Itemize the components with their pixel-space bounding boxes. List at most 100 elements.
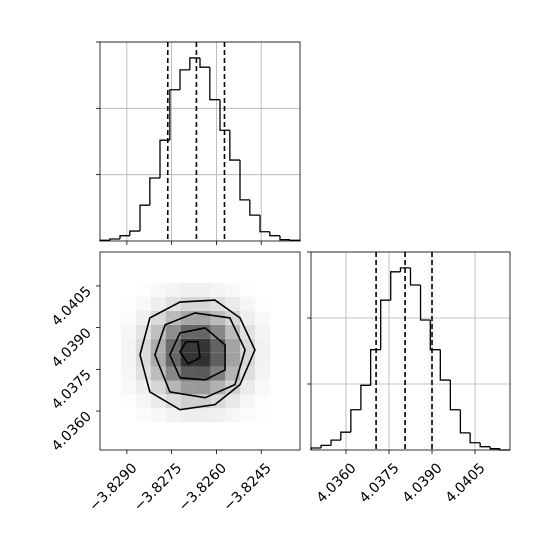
hist-bin — [350, 409, 361, 433]
density-cell — [120, 394, 136, 409]
hist-bin — [269, 231, 280, 237]
hist-bin — [340, 431, 351, 441]
density-cell — [135, 408, 151, 423]
hist-bin — [459, 409, 471, 434]
density-cell — [135, 310, 151, 325]
hist-bin — [469, 432, 481, 444]
hist-bin — [229, 130, 240, 161]
density-cell — [180, 394, 196, 409]
density-cell — [255, 380, 271, 395]
density-cell — [225, 394, 241, 409]
x-tick-label: 4.0375 — [357, 460, 403, 506]
hist-bin — [449, 380, 461, 411]
hist-bin — [179, 69, 190, 90]
density-cell — [120, 310, 136, 325]
density-cell — [255, 310, 271, 325]
hist-bin — [249, 199, 260, 216]
hist-bin — [279, 235, 290, 241]
density-cell — [240, 394, 256, 409]
hist-bin — [139, 204, 150, 232]
hist-bin — [399, 267, 411, 272]
density-cell — [165, 352, 181, 367]
density-cell — [180, 283, 196, 298]
hist-bin — [489, 446, 500, 450]
density-cell — [255, 366, 271, 381]
density-cell — [120, 380, 136, 395]
x-tick-label: −3.8290 — [86, 460, 140, 514]
density-cell — [135, 324, 151, 339]
hist-bin — [320, 444, 332, 449]
density-cell — [120, 366, 136, 381]
hist-bin — [429, 319, 441, 351]
x-tick-label: 4.0390 — [400, 460, 446, 506]
density-cell — [135, 338, 151, 353]
density-cell — [225, 380, 241, 395]
density-cell — [255, 324, 271, 339]
density-cell — [120, 338, 136, 353]
density-cell — [120, 324, 136, 339]
hist-bin — [189, 57, 200, 70]
density-cell — [210, 297, 226, 311]
density-cell — [165, 394, 181, 409]
density-cell — [165, 338, 181, 353]
density-cell — [210, 338, 226, 353]
hist-bin — [369, 349, 381, 386]
density-cell — [225, 352, 241, 367]
y-tick-label: 4.0390 — [49, 325, 95, 371]
density-cell — [195, 283, 211, 298]
density-cell — [165, 283, 181, 298]
density-cell — [150, 352, 166, 367]
x-tick-label: 4.0405 — [443, 460, 489, 506]
hist-bin — [239, 160, 250, 201]
density-cell — [150, 408, 166, 423]
density-cell — [240, 283, 256, 298]
hist-bin — [439, 349, 451, 381]
density-cell — [195, 324, 211, 339]
hist-bin — [360, 384, 371, 410]
hist-bin — [199, 57, 210, 68]
x-tick-label: −3.8260 — [176, 460, 230, 514]
density-cell — [210, 408, 226, 423]
hist-bin — [419, 285, 431, 321]
density-cell — [225, 338, 241, 353]
density-cell — [255, 338, 271, 353]
density-cell — [210, 324, 226, 339]
density-cell — [195, 366, 211, 381]
hist-bin — [129, 230, 140, 236]
density-cell — [165, 408, 181, 423]
density-cell — [210, 283, 226, 298]
y-tick-label: 4.0405 — [49, 283, 95, 329]
x-tick-label: −3.8275 — [131, 460, 185, 514]
density-cell — [135, 366, 151, 381]
density-cell — [120, 352, 136, 367]
density-cell — [180, 380, 196, 395]
axes-frame — [310, 251, 511, 451]
hist-bin — [259, 215, 270, 233]
x-tick-label: 4.0360 — [314, 460, 360, 506]
density-cell — [255, 297, 271, 311]
contour — [168, 327, 226, 381]
contour — [179, 341, 201, 365]
density-cell — [255, 283, 271, 298]
hist-bin — [109, 238, 120, 241]
density-cell — [240, 380, 256, 395]
y-tick-label: 4.0375 — [49, 367, 95, 413]
density-cell — [255, 394, 271, 409]
hist-bin — [409, 267, 421, 286]
hist-bin — [330, 439, 341, 446]
axes-frame — [99, 41, 301, 242]
hist-bin — [149, 177, 160, 206]
density-cell — [225, 324, 241, 339]
axes-frame — [99, 251, 301, 451]
density-cell — [195, 380, 211, 395]
density-cell — [135, 283, 151, 298]
density-cell — [150, 283, 166, 298]
density-cell — [120, 297, 136, 311]
hist-bin — [380, 299, 391, 350]
density-cell — [180, 352, 196, 367]
contour — [154, 312, 246, 399]
density-cell — [225, 297, 241, 311]
density-cell — [150, 380, 166, 395]
contour — [139, 299, 256, 411]
